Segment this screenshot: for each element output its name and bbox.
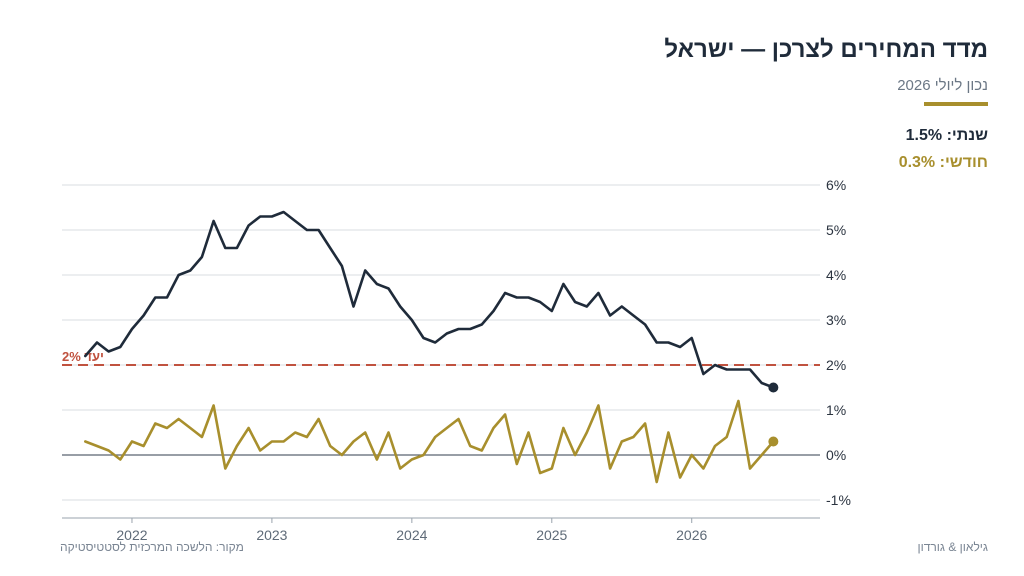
monthly-stat-value: 0.3% bbox=[898, 154, 936, 171]
page-title: מדד המחירים לצרכן — ישראל bbox=[664, 36, 988, 63]
monthly-series-endpoint bbox=[768, 436, 779, 447]
annual-series-endpoint bbox=[768, 382, 779, 393]
x-tick-label: 2024 bbox=[396, 527, 427, 543]
y-tick-label: 4% bbox=[826, 267, 846, 283]
x-tick-label: 2022 bbox=[116, 527, 147, 543]
page-subtitle: נכון ליולי 2026 bbox=[897, 77, 988, 94]
monthly-series-line bbox=[84, 399, 775, 484]
brand-name: גילאון & גורדון bbox=[917, 540, 988, 554]
annual-stat-value: 1.5% bbox=[905, 127, 943, 144]
annual-series-line bbox=[84, 210, 775, 389]
source-note: מקור: הלשכה המרכזית לסטטיסטיקה bbox=[60, 540, 244, 554]
y-tick-label: -1% bbox=[826, 492, 851, 508]
x-tick-label: 2026 bbox=[676, 527, 707, 543]
monthly-stat: חודשי: 0.3% bbox=[899, 154, 988, 172]
x-tick-label: 2025 bbox=[536, 527, 567, 543]
accent-rule bbox=[924, 102, 988, 106]
target-line-label: יעד 2% bbox=[62, 349, 104, 364]
y-tick-label: 1% bbox=[826, 402, 846, 418]
y-tick-label: 3% bbox=[826, 312, 846, 328]
x-tick-label: 2023 bbox=[256, 527, 287, 543]
y-tick-label: 2% bbox=[826, 357, 846, 373]
annual-stat: שנתי: 1.5% bbox=[906, 127, 988, 145]
y-tick-label: 5% bbox=[826, 222, 846, 238]
y-tick-label: 0% bbox=[826, 447, 846, 463]
y-tick-label: 6% bbox=[826, 177, 846, 193]
annual-stat-label: שנתי: bbox=[946, 127, 988, 144]
monthly-stat-label: חודשי: bbox=[939, 154, 988, 171]
